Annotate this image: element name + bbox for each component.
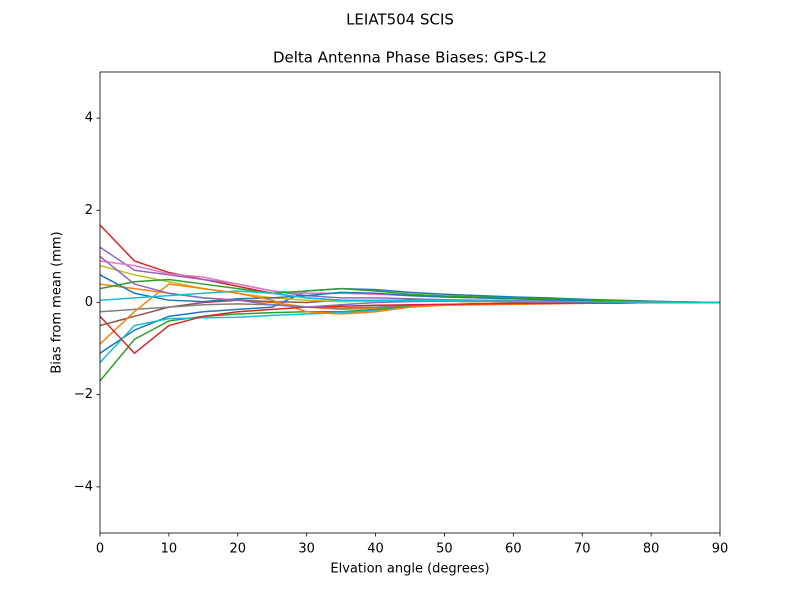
y-tick-label: −4 (74, 479, 93, 494)
chart-title: Delta Antenna Phase Biases: GPS-L2 (273, 49, 547, 67)
data-line (100, 301, 720, 355)
x-tick-label: 50 (436, 542, 453, 557)
x-tick-label: 20 (230, 542, 247, 557)
data-line (100, 278, 720, 304)
suptitle: LEIAT504 SCIS (346, 11, 454, 29)
x-tick-label: 60 (505, 542, 522, 557)
data-line (100, 290, 720, 304)
x-tick-label: 80 (643, 542, 660, 557)
x-tick-label: 30 (298, 542, 315, 557)
x-tick-label: 70 (574, 542, 591, 557)
y-tick-label: 4 (85, 111, 93, 126)
y-tick-label: 2 (85, 203, 93, 218)
y-tick-label: −2 (74, 387, 93, 402)
x-axis-label: Elvation angle (degrees) (330, 562, 489, 577)
x-tick-label: 10 (161, 542, 178, 557)
y-tick-label: 0 (85, 295, 93, 310)
y-axis-label: Bias from mean (mm) (50, 231, 65, 373)
x-tick-label: 40 (367, 542, 384, 557)
plot-area (100, 224, 720, 382)
x-tick-label: 90 (712, 542, 729, 557)
x-tick-label: 0 (96, 542, 104, 557)
